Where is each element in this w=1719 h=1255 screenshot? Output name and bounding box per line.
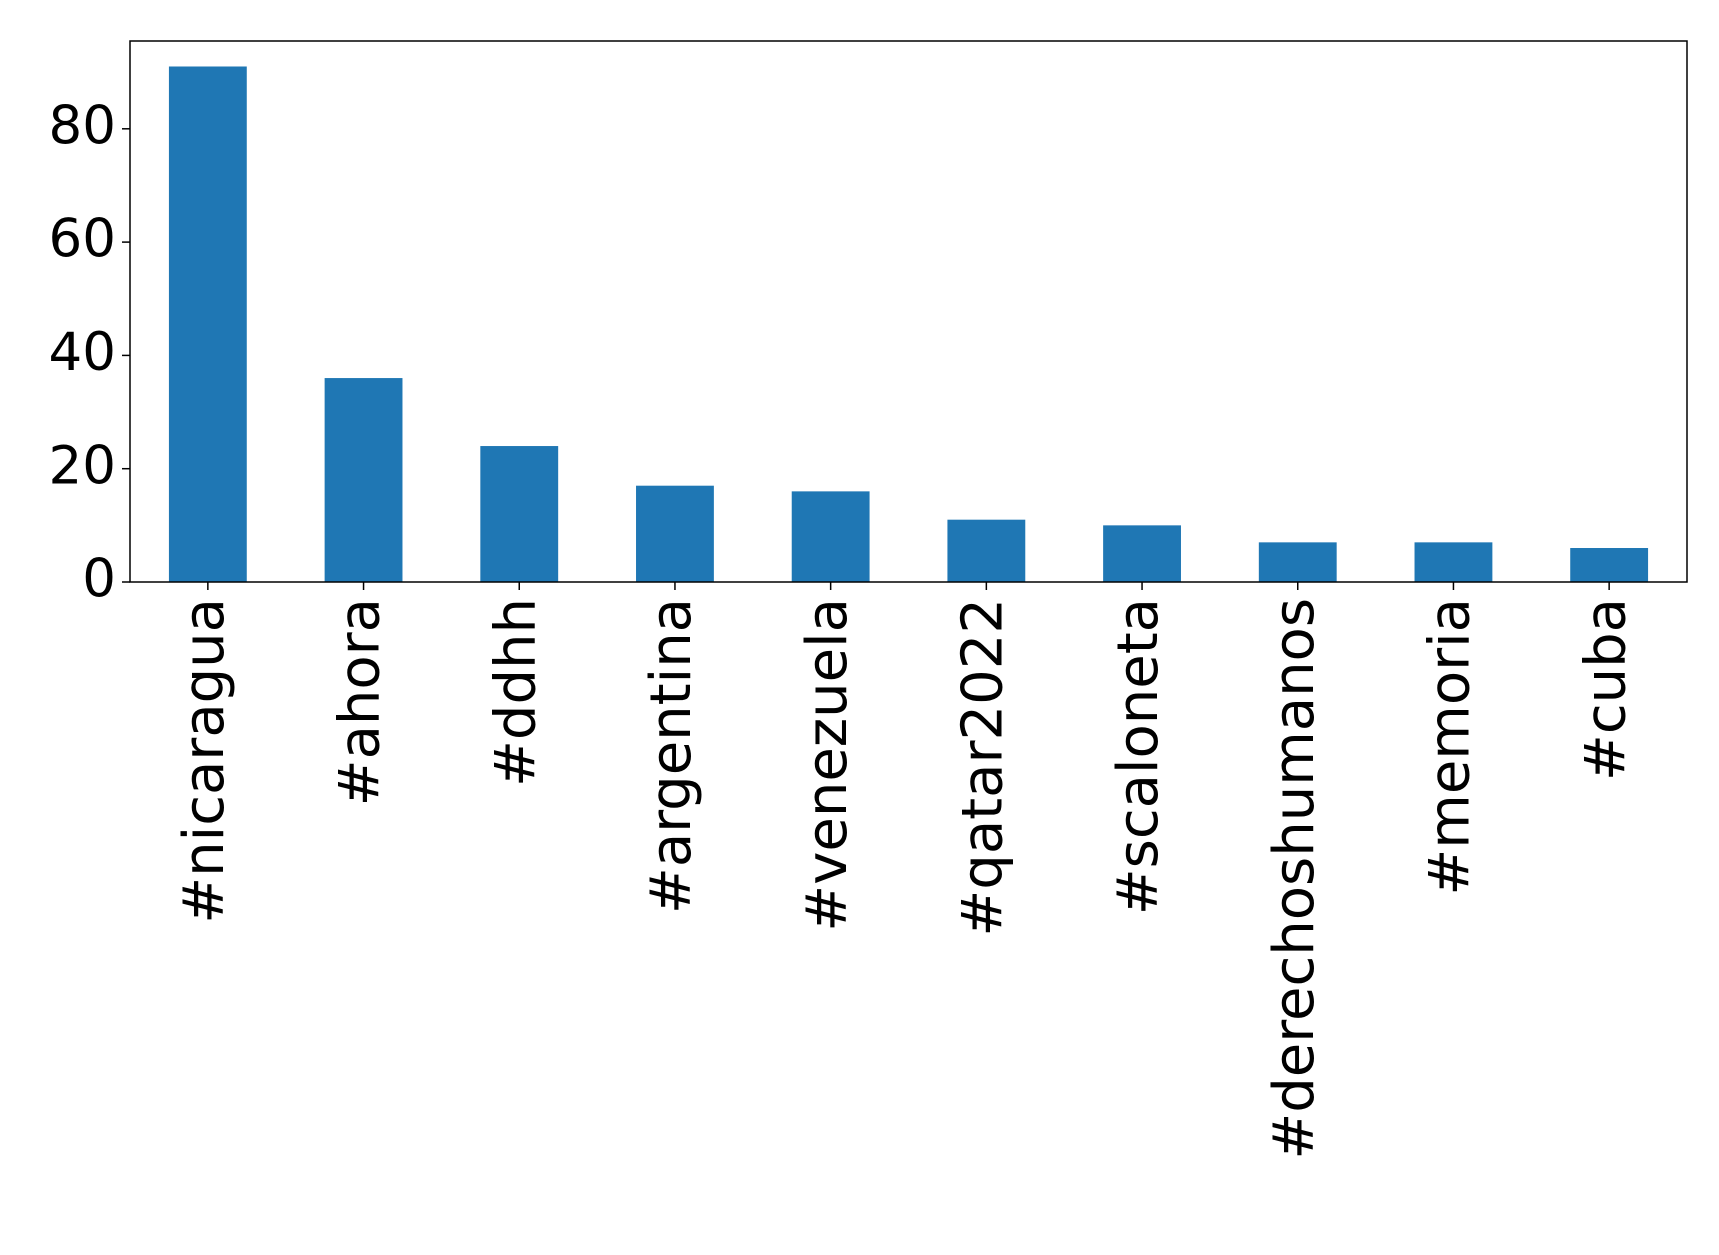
plot-frame — [129, 40, 1688, 583]
x-tick-label: #cuba — [1573, 598, 1638, 781]
bar — [947, 519, 1026, 582]
bar — [1258, 542, 1337, 582]
bar — [636, 485, 714, 582]
x-tick-label: #memoria — [1418, 598, 1483, 896]
x-tick-label: #nicaragua — [172, 598, 237, 924]
y-tick-label: 20 — [49, 435, 116, 496]
y-tick-label: 0 — [82, 549, 116, 610]
x-tick-label: #venezuela — [795, 598, 860, 932]
bar — [168, 66, 247, 583]
bar — [791, 491, 870, 582]
x-tick-label: #scaloneta — [1106, 598, 1171, 915]
x-tick-label: #ddhh — [483, 598, 548, 787]
y-tick-label: 80 — [49, 95, 116, 156]
bar — [1570, 548, 1649, 582]
x-tick-label: #ahora — [328, 598, 393, 806]
bar — [480, 446, 559, 582]
bar — [1414, 542, 1493, 582]
x-tick-label: #qatar2022 — [950, 598, 1015, 937]
y-tick-label: 60 — [49, 209, 116, 270]
bar — [1103, 525, 1181, 582]
bar — [324, 378, 403, 582]
y-tick-label: 40 — [49, 322, 116, 383]
x-tick-label: #derechoshumanos — [1262, 598, 1327, 1160]
x-tick-label: #argentina — [639, 598, 704, 914]
